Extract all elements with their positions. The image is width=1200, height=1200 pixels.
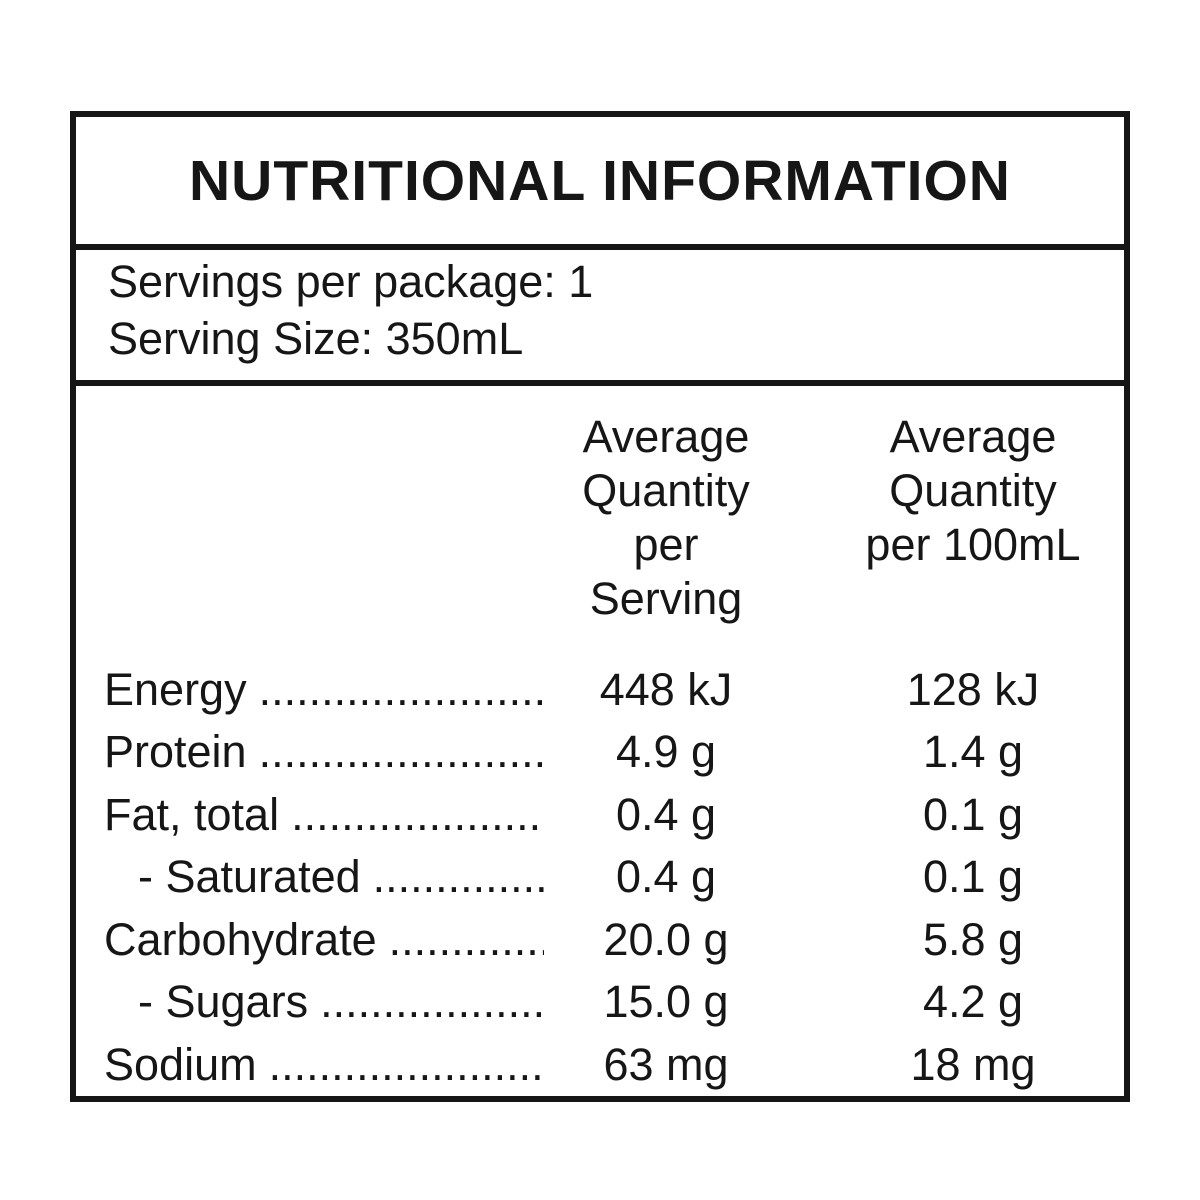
title-section: NUTRITIONAL INFORMATION: [76, 117, 1124, 251]
value-per-100ml: 0.1 g: [922, 788, 1024, 840]
value-per-serving: 4.9 g: [615, 726, 717, 777]
nutrient-label: - Sugars: [138, 976, 309, 1027]
table-row-sodium: Sodium 63 mg 18 mg: [104, 1034, 1096, 1097]
value-per-serving: 20.0 g: [603, 913, 729, 965]
dot-leader: [320, 971, 544, 1034]
value-per-100ml: 18 mg: [910, 1038, 1036, 1090]
value-per-100ml: 4.2 g: [922, 976, 1024, 1027]
dot-leader: [259, 721, 544, 784]
dot-leader: [389, 909, 544, 972]
nutrient-label: Energy: [104, 663, 247, 715]
value-per-100ml: 0.1 g: [922, 851, 1024, 902]
nutrient-label: Carbohydrate: [104, 913, 377, 965]
value-per-serving: 63 mg: [603, 1038, 729, 1090]
table-rows: Energy 448 kJ 128 kJ Protein 4.9 g 1.4 g…: [104, 659, 1096, 1097]
page-title: NUTRITIONAL INFORMATION: [189, 148, 1011, 213]
value-per-serving: 0.4 g: [615, 851, 717, 902]
dot-leader: [373, 846, 544, 909]
table-row-saturated: - Saturated 0.4 g 0.1 g: [104, 846, 1096, 909]
value-per-serving: 0.4 g: [615, 788, 717, 840]
dot-leader: [291, 784, 544, 847]
servings-per-package: Servings per package: 1: [108, 256, 594, 308]
table-row-fat-total: Fat, total 0.4 g 0.1 g: [104, 784, 1096, 847]
value-per-serving: 448 kJ: [599, 663, 733, 715]
nutrition-label: NUTRITIONAL INFORMATION Servings per pac…: [70, 111, 1130, 1102]
column-header-per-100ml: Average Quantity per 100mL: [850, 410, 1096, 626]
table-row-carbohydrate: Carbohydrate 20.0 g 5.8 g: [104, 909, 1096, 972]
nutrient-label: Sodium: [104, 1038, 257, 1090]
column-header-line: Average: [582, 410, 750, 462]
dot-leader: [259, 659, 544, 722]
column-header-line: per 100mL: [865, 518, 1081, 570]
column-headers: Average Quantity per Serving Average Qua…: [104, 410, 1096, 626]
serving-size: Serving Size: 350mL: [108, 313, 524, 365]
column-header-spacer: [104, 410, 552, 626]
nutrient-label: Protein: [104, 726, 247, 777]
column-header-line: Quantity: [889, 464, 1057, 516]
value-per-serving: 15.0 g: [603, 976, 729, 1027]
nutrition-table: Average Quantity per Serving Average Qua…: [76, 386, 1124, 1097]
column-header-per-serving: Average Quantity per Serving: [552, 410, 780, 626]
value-per-100ml: 128 kJ: [906, 663, 1040, 715]
nutrient-label: - Saturated: [138, 851, 361, 902]
column-gap: [780, 410, 850, 626]
table-row-energy: Energy 448 kJ 128 kJ: [104, 659, 1096, 722]
column-header-line: per Serving: [589, 518, 743, 624]
value-per-100ml: 1.4 g: [922, 726, 1024, 777]
value-per-100ml: 5.8 g: [922, 913, 1024, 965]
column-header-line: Average: [889, 410, 1057, 462]
column-header-line: Quantity: [582, 464, 750, 516]
table-row-sugars: - Sugars 15.0 g 4.2 g: [104, 971, 1096, 1034]
serving-info-section: Servings per package: 1 Serving Size: 35…: [76, 250, 1124, 386]
table-row-protein: Protein 4.9 g 1.4 g: [104, 721, 1096, 784]
dot-leader: [269, 1034, 544, 1097]
nutrient-label: Fat, total: [104, 788, 280, 840]
